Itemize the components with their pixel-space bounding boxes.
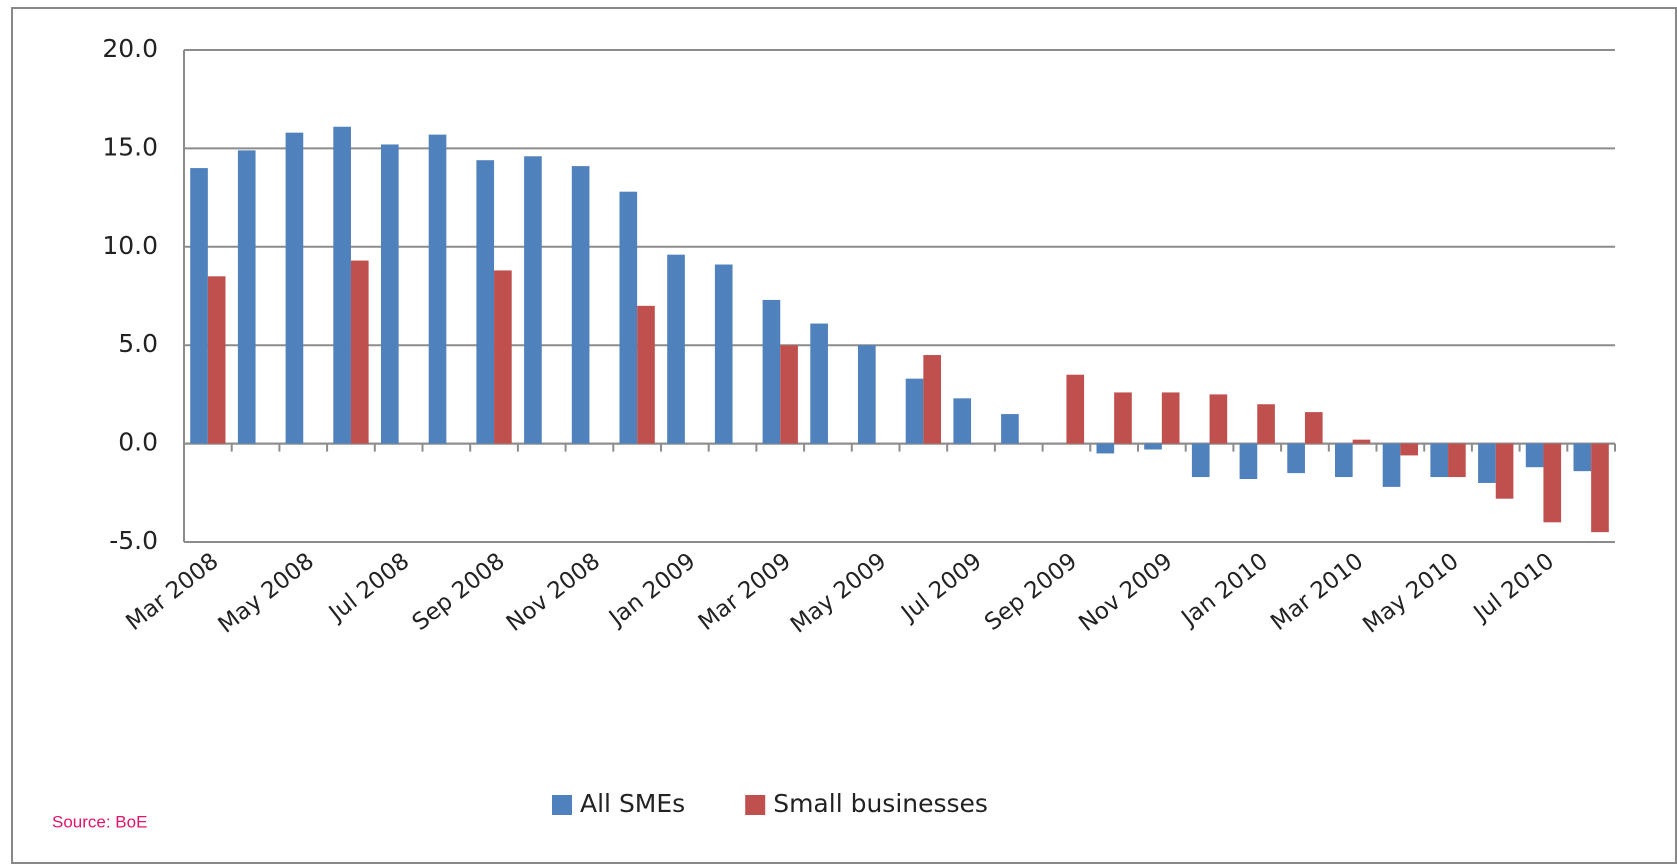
bar bbox=[333, 126, 351, 444]
legend-swatch bbox=[745, 795, 766, 815]
bar bbox=[381, 144, 399, 444]
bar bbox=[637, 305, 655, 444]
bar bbox=[1430, 443, 1449, 478]
bar bbox=[1239, 443, 1258, 480]
bar bbox=[1400, 443, 1418, 456]
y-tick-label: 20.0 bbox=[102, 34, 158, 63]
bar bbox=[1591, 443, 1609, 533]
bar bbox=[1287, 443, 1305, 474]
bar bbox=[1543, 443, 1562, 523]
bar bbox=[1304, 412, 1323, 444]
bar bbox=[285, 132, 304, 444]
y-tick-label: 10.0 bbox=[102, 231, 158, 260]
bar bbox=[190, 168, 208, 444]
y-tick-label: 5.0 bbox=[118, 329, 158, 358]
bar bbox=[1478, 443, 1496, 483]
bar bbox=[1096, 443, 1115, 454]
bar bbox=[476, 160, 495, 444]
bar bbox=[1001, 414, 1019, 444]
bar bbox=[810, 323, 828, 444]
y-tick-label: 0.0 bbox=[118, 428, 158, 457]
legend-swatch bbox=[552, 795, 572, 815]
bar bbox=[1191, 443, 1210, 478]
bar bbox=[1066, 374, 1085, 444]
bar bbox=[858, 345, 876, 444]
legend-label: All SMEs bbox=[580, 789, 685, 818]
legend-label: Small businesses bbox=[773, 789, 988, 818]
bar bbox=[428, 134, 447, 444]
bar bbox=[494, 270, 512, 444]
bar bbox=[1495, 443, 1514, 499]
bar bbox=[905, 378, 924, 444]
bar bbox=[207, 276, 226, 444]
bar bbox=[667, 254, 685, 444]
y-tick-label: 15.0 bbox=[102, 132, 158, 161]
bar bbox=[714, 264, 733, 444]
bar bbox=[1335, 443, 1353, 478]
bar bbox=[1352, 439, 1371, 444]
bar bbox=[1209, 394, 1228, 444]
frame bbox=[11, 7, 1677, 864]
bar bbox=[571, 166, 590, 444]
bar bbox=[953, 398, 972, 444]
source-note: Source: BoE bbox=[52, 812, 147, 831]
bar bbox=[1382, 443, 1401, 487]
bar bbox=[1525, 443, 1544, 468]
bar bbox=[237, 150, 256, 444]
bar bbox=[780, 345, 798, 444]
bar bbox=[762, 299, 781, 444]
y-tick-label: -5.0 bbox=[109, 526, 158, 555]
bar bbox=[1257, 404, 1275, 444]
bar bbox=[1448, 443, 1466, 478]
bar bbox=[1161, 392, 1180, 444]
bar bbox=[1144, 443, 1162, 450]
bar bbox=[524, 156, 542, 444]
bar bbox=[1573, 443, 1592, 472]
bar bbox=[350, 260, 369, 444]
bar bbox=[1114, 392, 1132, 444]
bar bbox=[923, 355, 941, 444]
bar bbox=[619, 191, 638, 444]
